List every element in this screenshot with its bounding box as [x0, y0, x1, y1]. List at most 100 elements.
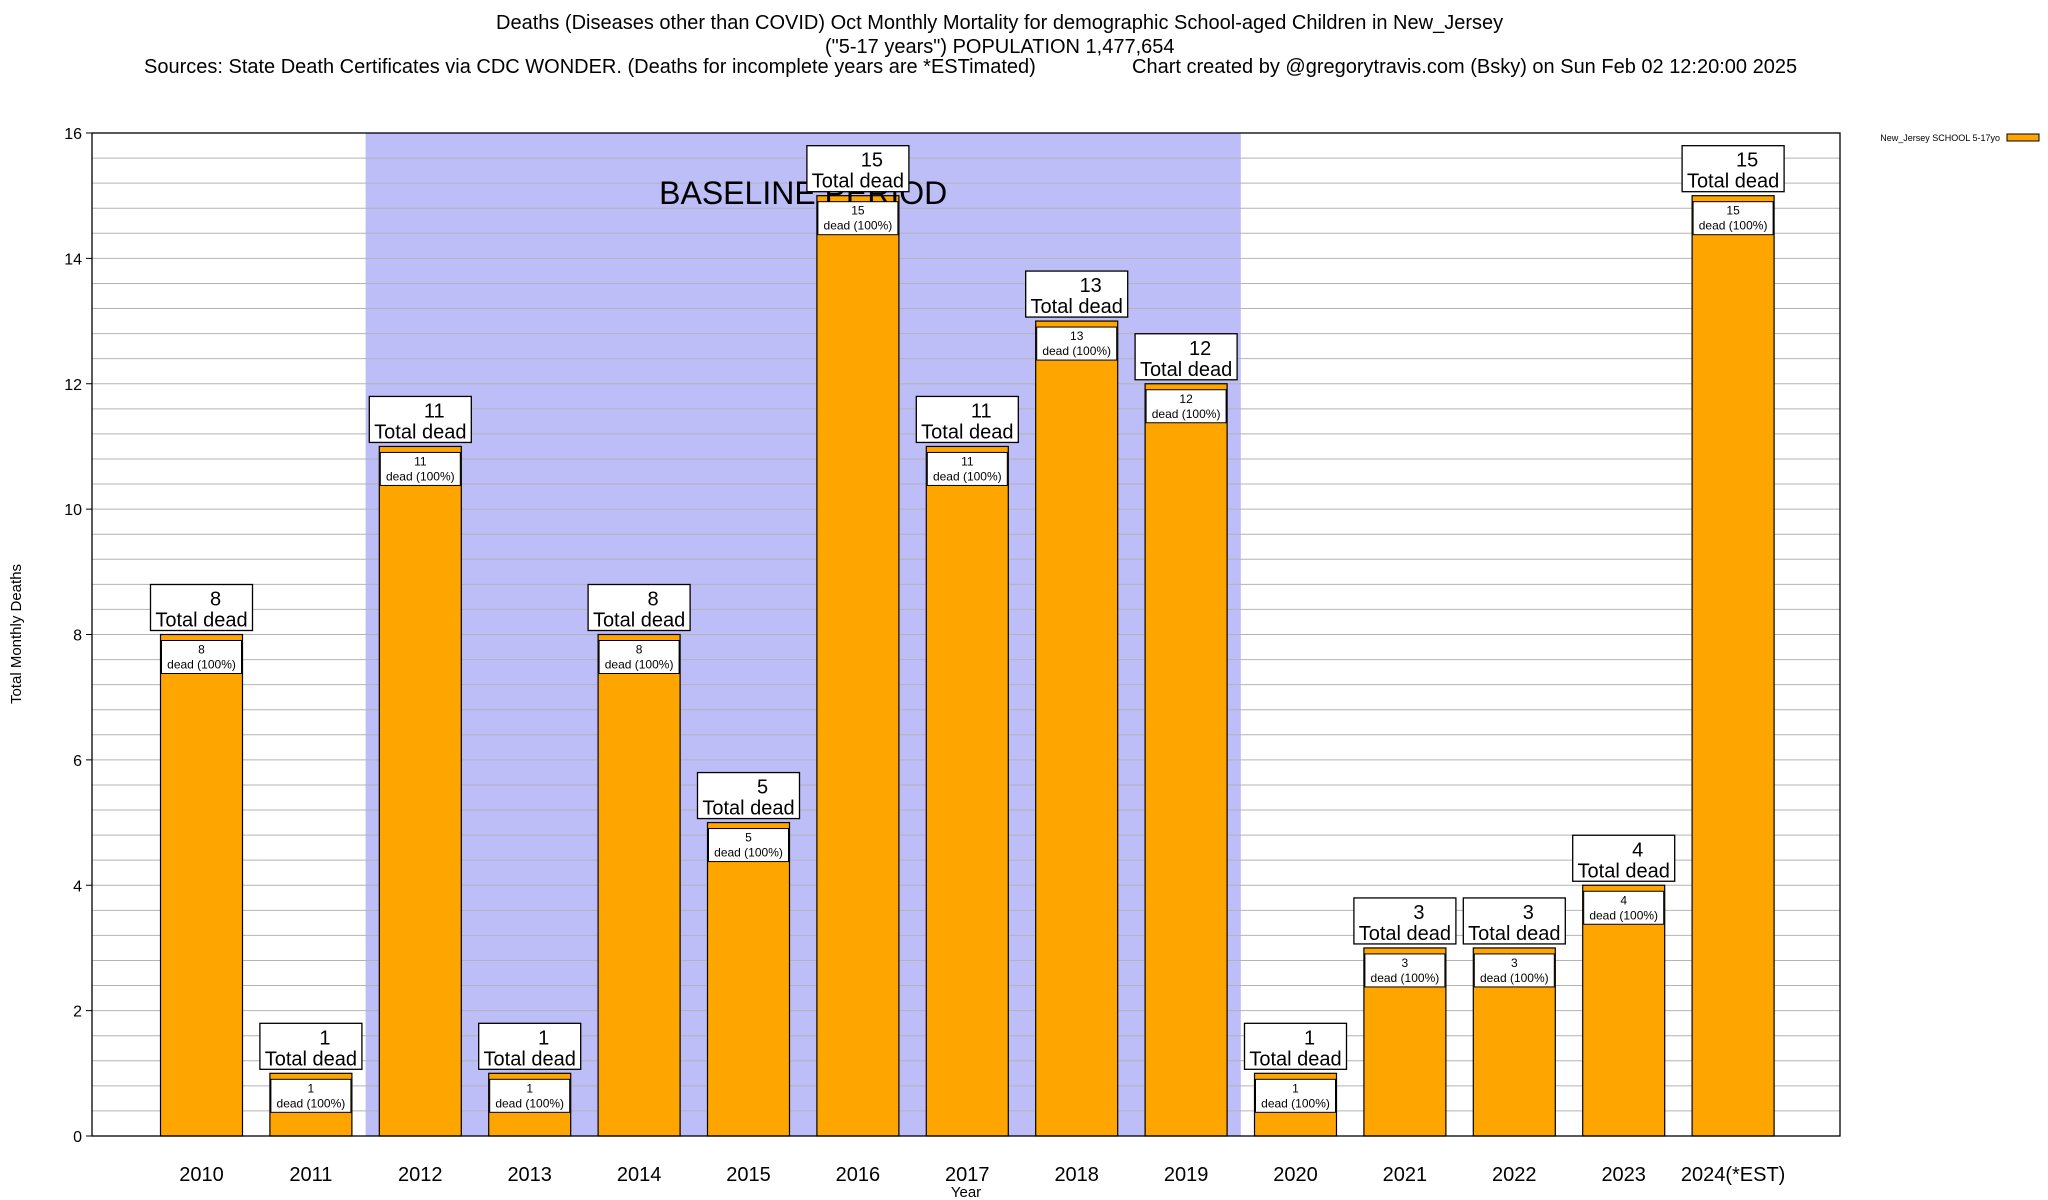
- x-tick-label: 2016: [836, 1164, 881, 1186]
- y-tick-label: 6: [73, 753, 82, 770]
- total-label-text: Total dead: [1249, 1048, 1341, 1070]
- inner-label-value: 11: [414, 454, 427, 468]
- y-tick-label: 12: [64, 377, 82, 394]
- x-tick-label: 2022: [1492, 1164, 1537, 1186]
- total-label-value: 11: [971, 400, 992, 422]
- legend: New_Jersey SCHOOL 5-17yo: [1880, 133, 2040, 143]
- inner-label-value: 5: [745, 831, 752, 845]
- inner-label-value: 1: [1292, 1081, 1299, 1095]
- inner-label-box: [708, 828, 789, 863]
- total-label-value: 1: [319, 1027, 330, 1049]
- x-tick-label: 2013: [507, 1164, 552, 1186]
- bar: [1144, 383, 1228, 1137]
- inner-label-text: dead (100%): [714, 846, 783, 860]
- inner-label-box: [1255, 1078, 1336, 1113]
- total-label-text: Total dead: [1140, 359, 1232, 381]
- inner-label-value: 3: [1511, 956, 1518, 970]
- y-tick-label: 10: [64, 502, 82, 519]
- total-label-box: [1353, 897, 1457, 945]
- y-tick-label: 8: [73, 628, 82, 645]
- inner-label-box: [1036, 326, 1118, 361]
- bar: [925, 445, 1009, 1137]
- total-label-box: [1462, 897, 1566, 945]
- inner-label-text: dead (100%): [277, 1096, 346, 1110]
- inner-label-box: [379, 451, 461, 486]
- x-tick-label: 2010: [179, 1164, 224, 1186]
- inner-label-text: dead (100%): [824, 219, 893, 233]
- x-tick-label: 2021: [1383, 1164, 1428, 1186]
- inner-label-value: 13: [1070, 329, 1084, 343]
- bar: [706, 821, 791, 1137]
- y-axis-label: Total Monthly Deaths: [8, 564, 25, 704]
- total-label-box: [587, 583, 691, 632]
- bars-layer: [159, 195, 1775, 1137]
- x-tick-label: 2014: [617, 1164, 662, 1186]
- bar: [816, 195, 900, 1137]
- total-label-box: [1025, 270, 1129, 318]
- inner-label-value: 15: [851, 204, 865, 218]
- total-label-value: 15: [861, 150, 883, 172]
- y-tick-label: 14: [64, 251, 82, 268]
- inner-label-text: dead (100%): [167, 658, 236, 672]
- total-label-box: [696, 771, 801, 820]
- total-label-text: Total dead: [155, 610, 247, 632]
- total-label-text: Total dead: [1687, 171, 1779, 193]
- total-label-value: 11: [424, 400, 445, 422]
- inner-label-value: 8: [636, 643, 643, 657]
- inner-label-box: [1583, 890, 1665, 925]
- total-label-text: Total dead: [812, 171, 904, 193]
- x-tick-label: 2012: [398, 1164, 443, 1186]
- y-tick-label: 4: [73, 878, 82, 895]
- inner-label-value: 12: [1179, 392, 1193, 406]
- inner-label-box: [1364, 953, 1446, 988]
- bar: [1582, 884, 1666, 1137]
- legend-label: New_Jersey SCHOOL 5-17yo: [1880, 133, 2000, 143]
- legend-swatch: [2006, 133, 2040, 142]
- total-label-box: [806, 145, 910, 193]
- x-tick-label: 2020: [1273, 1164, 1318, 1186]
- total-label-text: Total dead: [1578, 860, 1670, 882]
- inner-label-box: [270, 1078, 352, 1113]
- inner-label-box: [1692, 201, 1774, 236]
- inner-label-value: 1: [526, 1081, 533, 1095]
- total-label-text: Total dead: [593, 610, 685, 632]
- inner-label-value: 11: [961, 454, 974, 468]
- total-label-value: 1: [1304, 1027, 1315, 1049]
- inner-label-box: [598, 640, 680, 674]
- inner-label-text: dead (100%): [1042, 344, 1111, 358]
- total-label-value: 5: [757, 777, 768, 799]
- bar: [159, 633, 244, 1137]
- total-label-text: Total dead: [1359, 923, 1451, 945]
- total-label-text: Total dead: [702, 798, 794, 820]
- total-label-value: 8: [648, 589, 659, 611]
- bar: [1035, 320, 1119, 1137]
- inner-label-text: dead (100%): [495, 1096, 564, 1110]
- total-label-box: [1681, 145, 1785, 193]
- inner-label-text: dead (100%): [386, 469, 455, 483]
- chart-credit: Chart created by @gregorytravis.com (Bsk…: [1132, 56, 1798, 78]
- total-label-box: [478, 1022, 582, 1070]
- total-label-text: Total dead: [1468, 923, 1560, 945]
- total-label-value: 8: [210, 589, 221, 611]
- inner-label-value: 1: [308, 1081, 315, 1095]
- total-label-value: 4: [1632, 839, 1643, 861]
- chart-sources: Sources: State Death Certificates via CD…: [144, 56, 1036, 78]
- inner-label-value: 15: [1726, 204, 1740, 218]
- inner-label-value: 8: [198, 643, 205, 657]
- inner-label-box: [489, 1078, 571, 1113]
- inner-label-box: [161, 640, 242, 674]
- x-tick-label: 2015: [726, 1164, 771, 1186]
- inner-label-text: dead (100%): [1699, 219, 1768, 233]
- total-label-value: 12: [1189, 338, 1211, 360]
- total-label-value: 15: [1736, 150, 1758, 172]
- bar: [378, 445, 462, 1137]
- inner-label-text: dead (100%): [605, 658, 674, 672]
- bar: [1691, 195, 1775, 1137]
- x-tick-label: 2024(*EST): [1681, 1164, 1786, 1186]
- x-tick-label: 2017: [945, 1164, 990, 1186]
- inner-label-text: dead (100%): [1152, 407, 1221, 421]
- inner-label-value: 3: [1402, 956, 1409, 970]
- x-tick-label: 2019: [1164, 1164, 1209, 1186]
